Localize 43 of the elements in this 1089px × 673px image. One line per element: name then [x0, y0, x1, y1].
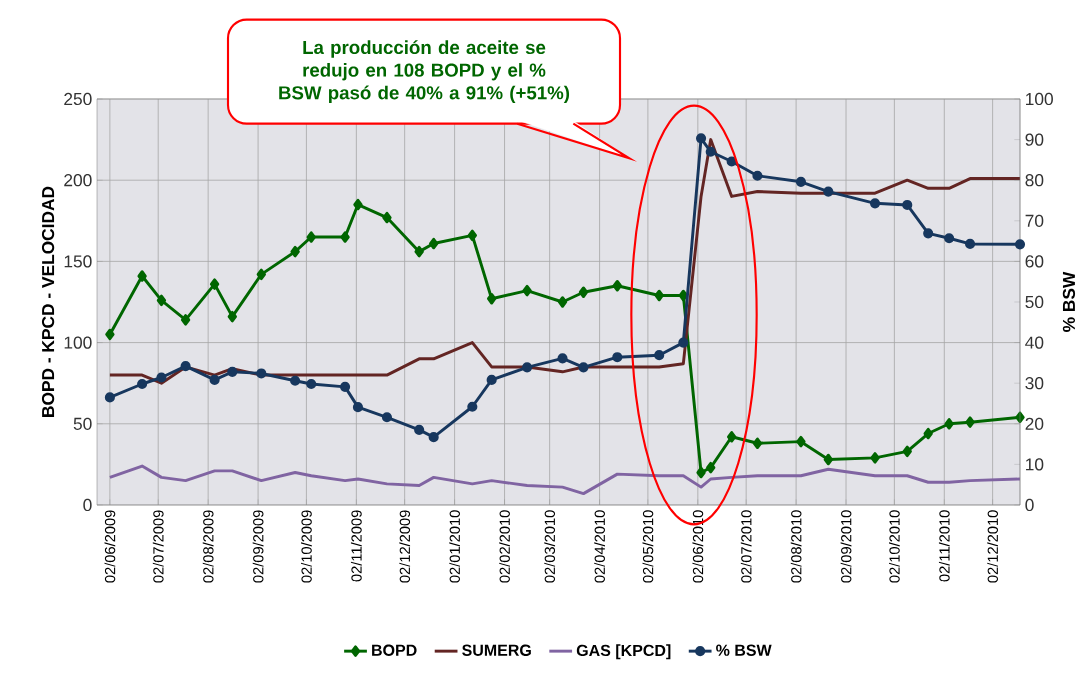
legend-label: GAS [KPCD]	[576, 644, 671, 660]
y2-tick-label: 30	[1025, 377, 1044, 390]
x-tick-label: 02/09/2009	[252, 510, 264, 583]
y-tick-label: 100	[64, 336, 92, 349]
y2-axis-title: % BSW	[1062, 271, 1076, 332]
legend-label: SUMERG	[462, 644, 531, 656]
x-tick-label: 02/06/2010	[692, 510, 704, 583]
y-axis-title: BOPD - KPCD - VELOCIDAD	[41, 186, 55, 417]
y-tick-label: 150	[64, 255, 92, 268]
x-tick-label: 02/04/2010	[594, 510, 605, 583]
y2-tick-label: 0	[1025, 498, 1034, 512]
annotation: La producción de aceite se redujo en 108 BOPD y el % BSW pasó de 40% a 91% (+51%)	[279, 40, 570, 104]
y-tick-label: 0	[83, 498, 92, 512]
x-tick-label: 02/07/2010	[740, 510, 752, 583]
y2-tick-label: 80	[1025, 174, 1044, 187]
y-tick-label: 250	[64, 92, 92, 106]
y2-tick-label: 20	[1025, 417, 1044, 430]
x-tick-label: 02/05/2010	[642, 510, 654, 583]
x-tick-label: 02/11/2010	[938, 510, 950, 582]
x-tick-label: 02/12/2009	[399, 510, 411, 583]
x-tick-label: 02/01/2010	[449, 510, 460, 583]
x-tick-label: 02/10/2009	[301, 510, 312, 583]
x-tick-label: 02/08/2010	[790, 510, 802, 583]
legend-label: BOPD	[372, 644, 417, 656]
y2-tick-label: 100	[1026, 92, 1053, 106]
x-tick-label: 02/02/2010	[499, 510, 510, 583]
x-tick-label: 02/07/2009	[152, 510, 164, 583]
y2-tick-label: 90	[1025, 133, 1044, 146]
x-tick-label: 02/09/2010	[840, 510, 852, 583]
y2-tick-label: 70	[1025, 214, 1044, 227]
x-tick-label: 02/08/2009	[202, 510, 214, 583]
legend-label: % BSW	[716, 644, 772, 656]
x-tick-label: 02/12/2010	[987, 510, 999, 583]
y2-tick-label: 60	[1025, 255, 1044, 268]
y-tick-label: 50	[73, 417, 92, 430]
y2-tick-label: 40	[1025, 336, 1044, 349]
x-tick-label: 02/03/2010	[544, 510, 556, 583]
x-tick-label: 02/06/2009	[104, 510, 116, 583]
y2-tick-label: 50	[1025, 295, 1044, 309]
y2-tick-label: 10	[1026, 458, 1044, 471]
x-tick-label: 02/11/2009	[350, 510, 362, 582]
x-tick-label: 02/10/2010	[888, 510, 900, 583]
y-tick-label: 200	[64, 174, 92, 187]
